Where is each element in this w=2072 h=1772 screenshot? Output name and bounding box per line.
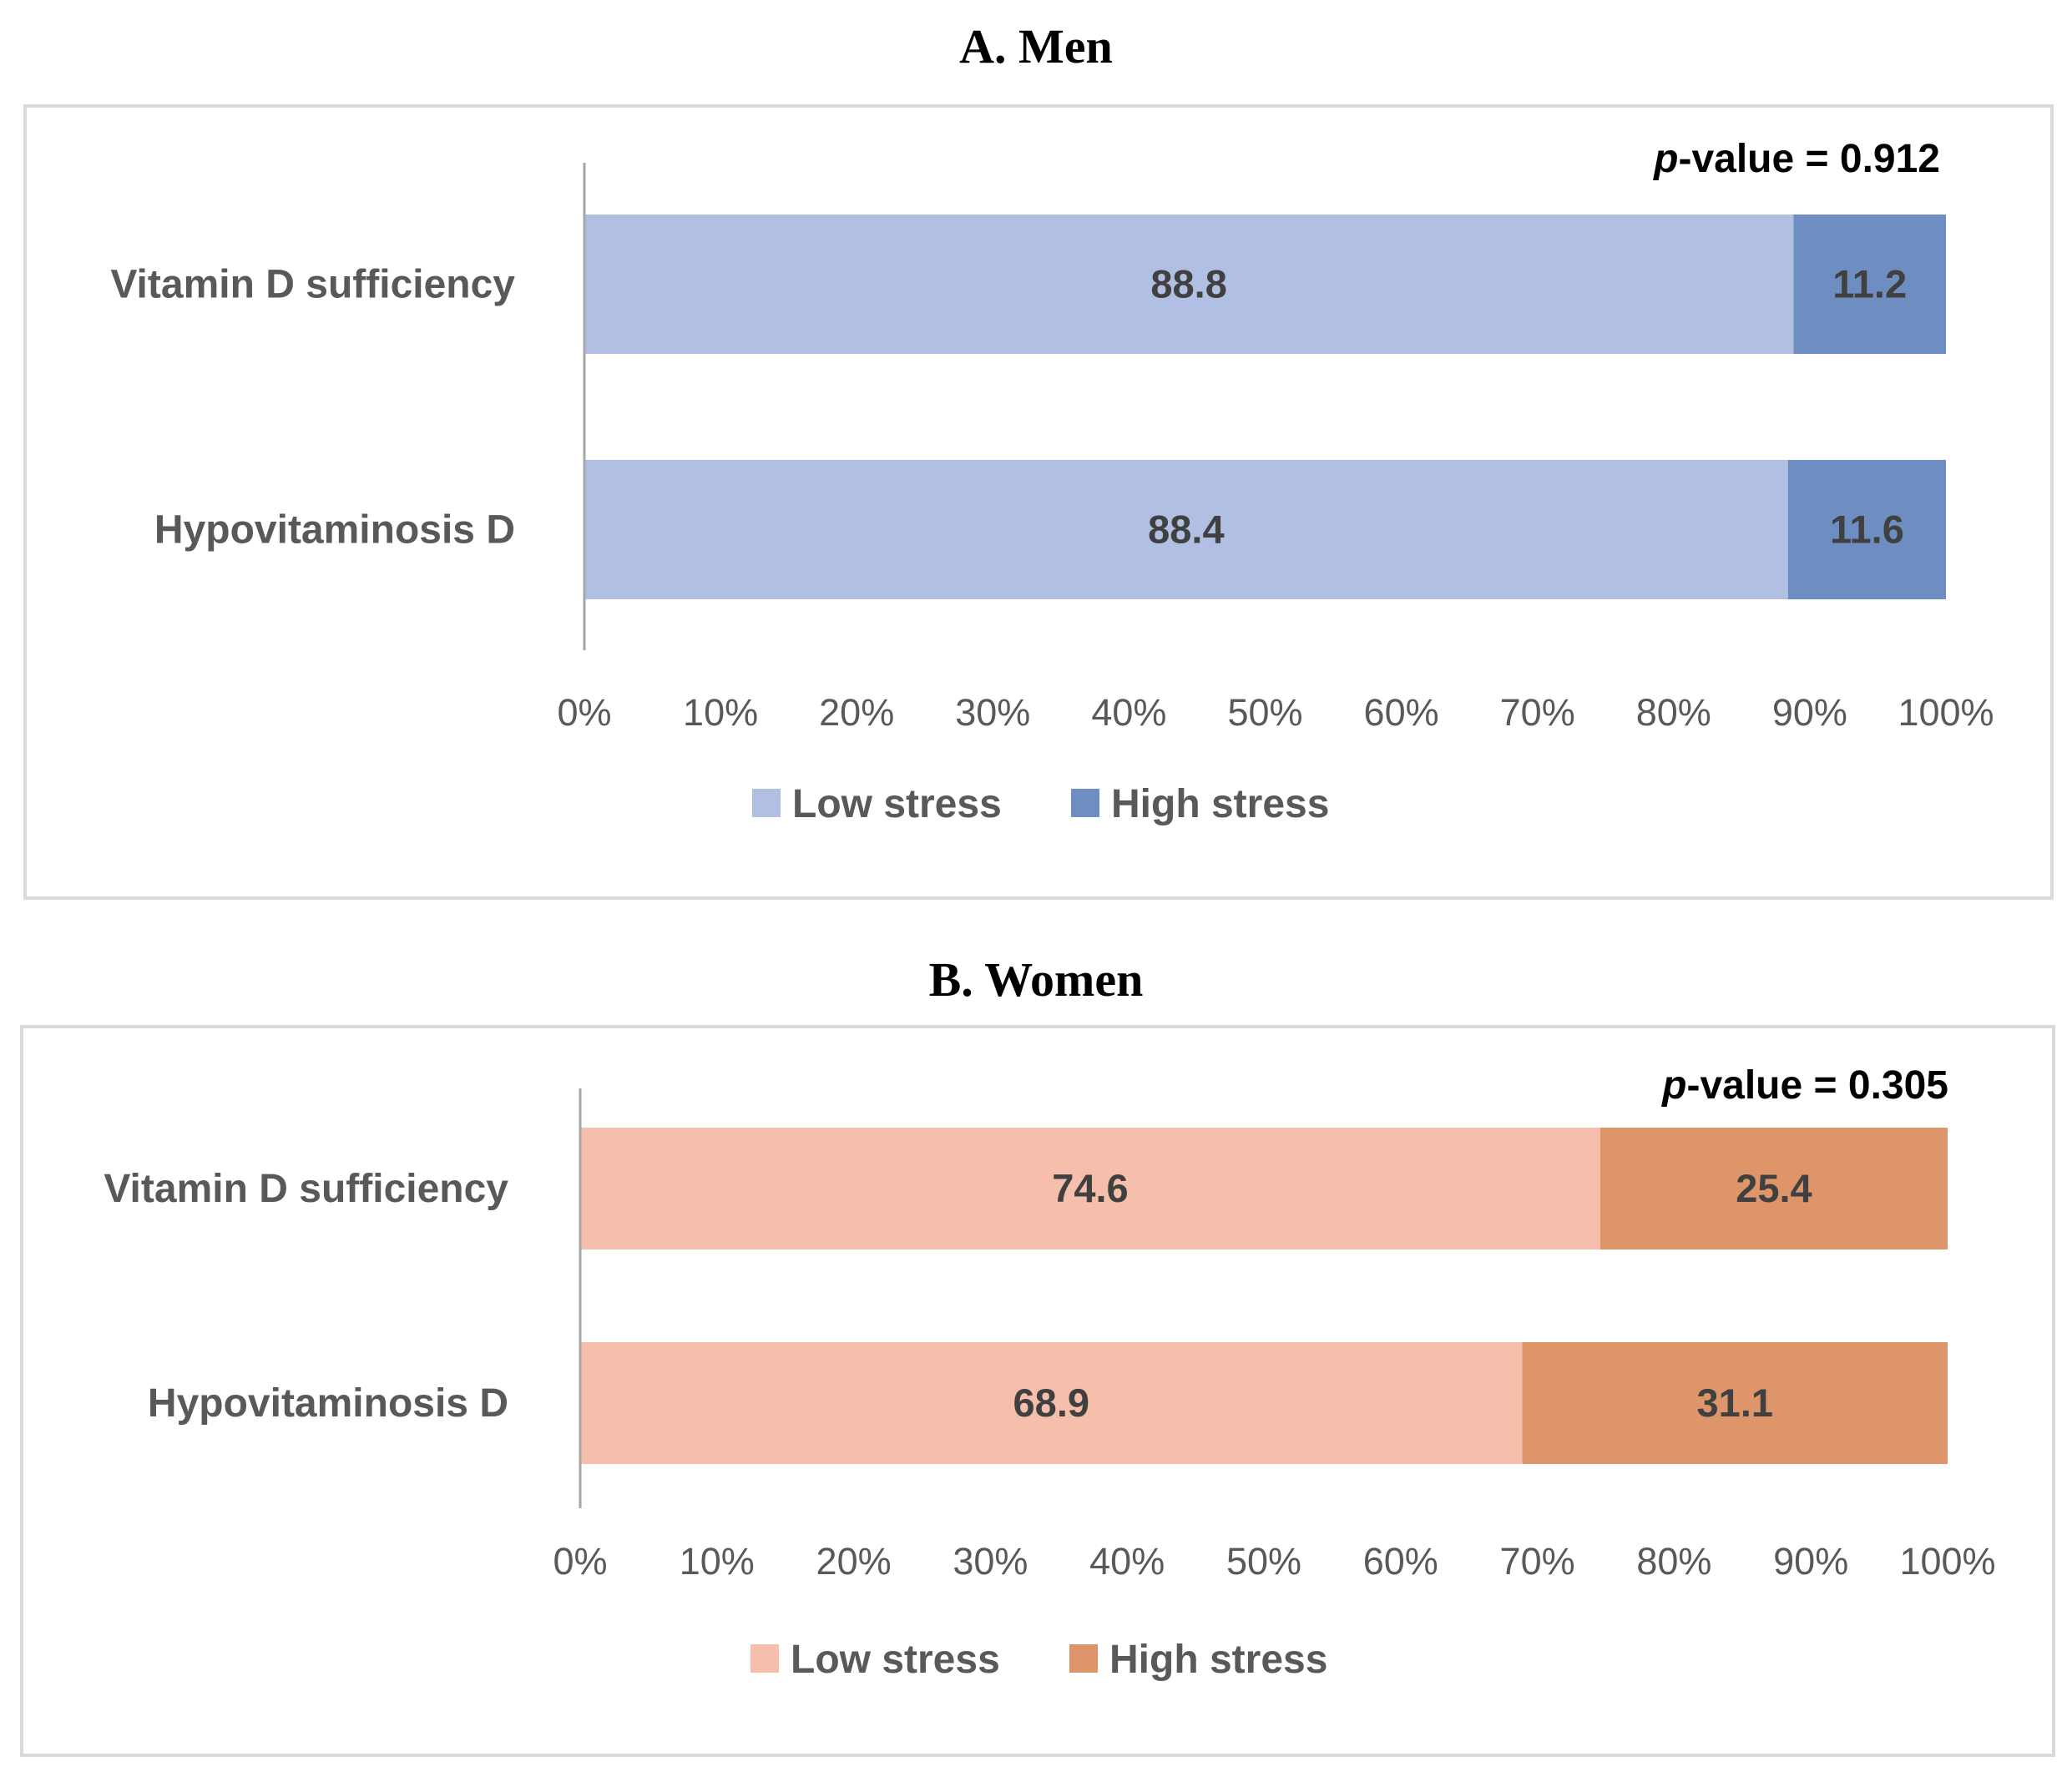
legend-swatch-high-stress [1069, 1644, 1098, 1673]
chart-men: p-value = 0.912 88.8 11.2 Vitamin D suffici… [110, 137, 1994, 826]
x-tick-label: 10% [680, 1540, 755, 1583]
x-tick-label: 50% [1227, 691, 1302, 734]
data-label: 88.4 [1148, 507, 1224, 552]
data-label: 25.4 [1736, 1166, 1812, 1210]
x-tick-label: 90% [1773, 1540, 1848, 1583]
p-value-text: -value = 0.912 [1678, 137, 1940, 181]
category-label: Hypovitaminosis D [148, 1381, 508, 1426]
x-tick-label: 40% [1089, 1540, 1165, 1583]
x-tick-label: 90% [1772, 691, 1847, 734]
data-label: 88.8 [1150, 262, 1226, 306]
legend-label-high-stress: High stress [1109, 1638, 1327, 1682]
x-tick-label: 60% [1364, 691, 1439, 734]
x-tick-label: 100% [1898, 691, 1994, 734]
p-value-symbol: p [1660, 1063, 1686, 1108]
chart-women: p-value = 0.305 74.6 25.4 Vitamin D suffici… [104, 1063, 1995, 1682]
x-tick-label: 0% [557, 691, 611, 734]
data-label: 11.6 [1830, 507, 1904, 552]
x-tick-label: 40% [1091, 691, 1166, 734]
bar-high-stress-hypovitaminosis [1787, 460, 1946, 599]
data-label: 74.6 [1052, 1166, 1128, 1210]
x-tick-label: 70% [1500, 1540, 1575, 1583]
bar-low-stress-hypovitaminosis [584, 460, 1788, 599]
category-label: Vitamin D sufficiency [104, 1167, 508, 1211]
x-tick-label: 0% [553, 1540, 607, 1583]
chart-frame-women: p-value = 0.305 74.6 25.4 Vitamin D suffici… [20, 1025, 2055, 1757]
x-tick-label: 20% [819, 691, 894, 734]
legend-label-high-stress: High stress [1111, 782, 1329, 826]
x-tick-label: 50% [1226, 1540, 1301, 1583]
x-tick-label: 60% [1363, 1540, 1438, 1583]
x-tick-label: 80% [1636, 1540, 1711, 1583]
legend-swatch-low-stress [752, 789, 781, 817]
x-tick-label: 30% [953, 1540, 1028, 1583]
data-label: 11.2 [1832, 262, 1907, 306]
p-value-symbol: p [1652, 137, 1678, 181]
x-tick-label: 30% [955, 691, 1030, 734]
chart-title-men: A. Men [959, 19, 1113, 73]
x-tick-label: 20% [816, 1540, 892, 1583]
x-tick-label: 80% [1636, 691, 1711, 734]
legend-label-low-stress: Low stress [791, 1638, 1000, 1682]
bar-high-stress-sufficiency [1793, 215, 1946, 354]
chart-frame-men: p-value = 0.912 88.8 11.2 Vitamin D suffici… [23, 104, 2054, 900]
category-label: Hypovitaminosis D [154, 508, 515, 553]
bar-low-stress-sufficiency [584, 215, 1794, 354]
legend-swatch-low-stress [750, 1644, 779, 1673]
p-value-annotation: p-value = 0.305 [1660, 1063, 1948, 1108]
bar-low-stress-hypovitaminosis [580, 1342, 1523, 1464]
x-tick-label: 70% [1500, 691, 1575, 734]
legend-swatch-high-stress [1071, 789, 1099, 817]
chart-title-women: B. Women [928, 952, 1144, 1007]
bar-low-stress-sufficiency [580, 1128, 1600, 1249]
category-label: Vitamin D sufficiency [110, 263, 515, 307]
bar-high-stress-sufficiency [1599, 1128, 1948, 1249]
legend-label-low-stress: Low stress [792, 782, 1002, 826]
p-value-annotation: p-value = 0.912 [1652, 137, 1940, 181]
data-label: 68.9 [1013, 1381, 1089, 1425]
x-tick-label: 100% [1899, 1540, 1995, 1583]
data-label: 31.1 [1697, 1381, 1773, 1425]
x-tick-label: 10% [683, 691, 758, 734]
p-value-text: -value = 0.305 [1686, 1063, 1948, 1108]
bar-high-stress-hypovitaminosis [1522, 1342, 1948, 1464]
